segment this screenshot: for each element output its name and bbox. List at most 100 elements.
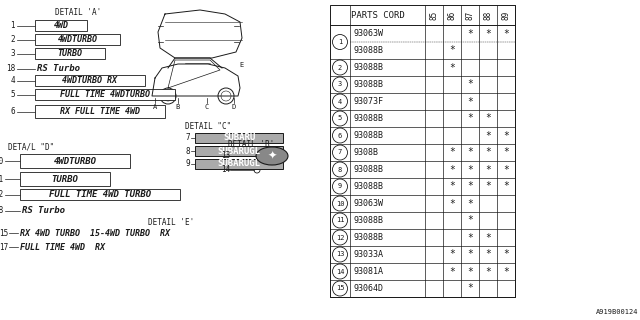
Text: D: D — [232, 104, 236, 110]
Bar — [195, 146, 283, 156]
Text: 13: 13 — [336, 252, 344, 258]
Bar — [330, 5, 515, 297]
Text: RX FULL TIME 4WD: RX FULL TIME 4WD — [60, 107, 140, 116]
Text: *: * — [467, 28, 473, 38]
Text: 11: 11 — [336, 218, 344, 223]
Text: 93088B: 93088B — [354, 114, 384, 123]
Text: 93088B: 93088B — [354, 233, 384, 242]
Text: 4: 4 — [10, 76, 15, 85]
Text: 93064D: 93064D — [354, 284, 384, 293]
Text: 93063W: 93063W — [354, 199, 384, 208]
Bar — [20, 189, 180, 200]
Text: E: E — [240, 62, 244, 68]
Text: DETA/L "D": DETA/L "D" — [8, 142, 54, 151]
Text: 93033A: 93033A — [354, 250, 384, 259]
Text: 12: 12 — [0, 190, 3, 199]
Text: 6: 6 — [338, 132, 342, 139]
Text: *: * — [449, 198, 455, 209]
Text: *: * — [467, 284, 473, 293]
Text: *: * — [467, 164, 473, 174]
Text: 5: 5 — [10, 90, 15, 99]
Bar — [35, 75, 145, 86]
Text: 5: 5 — [338, 116, 342, 122]
Text: *: * — [467, 267, 473, 276]
Text: 1: 1 — [338, 39, 342, 45]
Text: 93073F: 93073F — [354, 97, 384, 106]
Text: 4WDTURBO: 4WDTURBO — [54, 156, 97, 165]
Text: 93088B: 93088B — [354, 131, 384, 140]
Text: *: * — [485, 267, 491, 276]
Text: 93088B: 93088B — [354, 80, 384, 89]
Text: *: * — [503, 267, 509, 276]
Text: *: * — [485, 114, 491, 124]
Text: 93088B: 93088B — [354, 46, 384, 55]
Text: *: * — [449, 164, 455, 174]
Text: FULL TIME 4WDTURBO: FULL TIME 4WDTURBO — [60, 90, 150, 99]
Text: *: * — [467, 198, 473, 209]
Text: 8: 8 — [338, 166, 342, 172]
Text: 2: 2 — [10, 35, 15, 44]
Text: 17: 17 — [0, 243, 8, 252]
Text: *: * — [485, 28, 491, 38]
Text: *: * — [503, 164, 509, 174]
Bar — [35, 34, 120, 45]
Text: 4WDTURBO: 4WDTURBO — [58, 35, 97, 44]
Bar — [35, 20, 87, 31]
Text: ✦: ✦ — [268, 151, 276, 161]
Text: DETAIL 'B': DETAIL 'B' — [228, 140, 275, 149]
Text: *: * — [503, 250, 509, 260]
Text: A919B00124: A919B00124 — [595, 309, 638, 315]
Text: *: * — [467, 79, 473, 90]
Text: 3: 3 — [338, 82, 342, 87]
Ellipse shape — [256, 147, 288, 165]
Text: *: * — [467, 233, 473, 243]
Text: TURBO: TURBO — [52, 174, 79, 183]
Text: 88: 88 — [483, 10, 493, 20]
Text: *: * — [467, 97, 473, 107]
Text: FULL TIME 4WD TURBO: FULL TIME 4WD TURBO — [49, 190, 151, 199]
Bar — [20, 154, 130, 168]
Text: *: * — [503, 181, 509, 191]
Text: *: * — [449, 45, 455, 55]
Text: *: * — [467, 215, 473, 226]
Text: 9: 9 — [186, 159, 190, 169]
Bar — [35, 105, 165, 118]
Text: 8: 8 — [186, 147, 190, 156]
Text: 85: 85 — [429, 10, 438, 20]
Text: *: * — [485, 233, 491, 243]
Text: 4WD: 4WD — [54, 21, 68, 30]
Text: *: * — [503, 131, 509, 140]
Text: *: * — [485, 164, 491, 174]
Text: 9308B: 9308B — [354, 148, 379, 157]
Text: A: A — [153, 104, 157, 110]
Text: 4WDTURBO RX: 4WDTURBO RX — [63, 76, 118, 85]
Text: 6: 6 — [10, 107, 15, 116]
Text: 14: 14 — [221, 165, 230, 174]
Text: *: * — [485, 181, 491, 191]
Text: DETAIL 'A': DETAIL 'A' — [55, 8, 101, 17]
Text: 18: 18 — [0, 206, 3, 215]
Text: 93063W: 93063W — [354, 29, 384, 38]
Text: FULL TIME 4WD  RX: FULL TIME 4WD RX — [20, 243, 105, 252]
Text: 10: 10 — [0, 156, 3, 165]
Text: *: * — [485, 131, 491, 140]
Text: 15: 15 — [336, 285, 344, 292]
Bar — [35, 48, 105, 59]
Text: *: * — [449, 148, 455, 157]
Text: *: * — [503, 28, 509, 38]
Text: TURBO: TURBO — [58, 49, 83, 58]
Text: 89: 89 — [502, 10, 511, 20]
Text: *: * — [467, 250, 473, 260]
Text: 14: 14 — [336, 268, 344, 275]
Text: SUBARUGL: SUBARUGL — [218, 159, 260, 169]
Bar — [195, 159, 283, 169]
Text: 9: 9 — [338, 183, 342, 189]
Text: 4: 4 — [338, 99, 342, 105]
Text: *: * — [485, 148, 491, 157]
Text: RS Turbo: RS Turbo — [37, 64, 80, 73]
Text: B: B — [176, 104, 180, 110]
Text: *: * — [449, 250, 455, 260]
Text: 18: 18 — [6, 64, 15, 73]
Text: *: * — [485, 250, 491, 260]
Text: DETAIL "C": DETAIL "C" — [185, 122, 231, 131]
